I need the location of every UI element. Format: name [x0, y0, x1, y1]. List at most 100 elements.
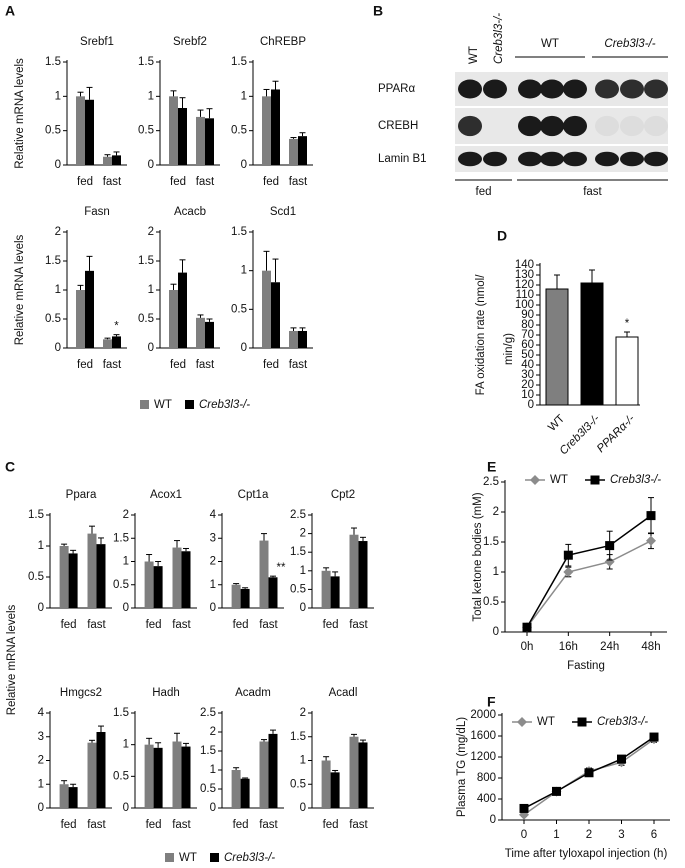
y-tick-label: 1 — [55, 90, 61, 102]
chart-title: Srebf2 — [173, 36, 207, 48]
bar — [349, 736, 359, 808]
panel-label: C — [5, 459, 15, 475]
y-tick-label: 1.5 — [231, 226, 247, 238]
x-tick-label: fast — [196, 359, 215, 371]
bar — [271, 89, 280, 165]
blot-band — [518, 79, 542, 99]
x-tick-label: fed — [323, 619, 339, 631]
bar — [76, 96, 85, 165]
legend-marker — [590, 475, 600, 485]
y-tick-label: 0.5 — [45, 313, 61, 325]
y-tick-label: 0.5 — [45, 125, 61, 137]
blot-band — [620, 115, 644, 137]
y-tick-label: 60 — [521, 339, 534, 351]
legend-label: WT — [179, 852, 197, 864]
bar — [181, 746, 191, 808]
group-label: Creb3l3-/- — [604, 38, 655, 50]
y-tick-label: 1 — [241, 265, 247, 277]
bar — [59, 546, 69, 608]
x-tick-label: fast — [349, 619, 368, 631]
bar — [76, 290, 85, 348]
x-tick-label: fast — [103, 359, 122, 371]
y-tick-label: 0.5 — [138, 125, 154, 137]
protein-label: Lamin B1 — [378, 153, 427, 165]
legend-marker — [517, 717, 527, 727]
bar — [240, 588, 250, 608]
legend-label: Creb3l3-/- — [199, 399, 250, 411]
legend-marker — [530, 475, 540, 485]
bar — [103, 339, 112, 348]
y-tick-label: 2000 — [470, 709, 496, 721]
legend-label: Creb3l3-/- — [610, 474, 661, 486]
lane-label: Creb3l3-/- — [493, 13, 505, 64]
bar — [96, 544, 106, 608]
bar — [59, 784, 69, 808]
bar — [298, 136, 307, 165]
y-tick-label: 0 — [148, 159, 154, 171]
blot-band — [563, 151, 587, 167]
y-axis-label: min/g) — [503, 333, 515, 365]
y-tick-label: 1.5 — [290, 546, 306, 558]
y-tick-label: 1.5 — [231, 56, 247, 68]
blot-band — [595, 151, 619, 167]
bar — [262, 96, 271, 165]
x-tick-label: fed — [146, 619, 162, 631]
bar — [172, 741, 182, 808]
y-tick-label: 1.5 — [28, 509, 44, 521]
panel-label: E — [487, 459, 496, 475]
y-tick-label: 400 — [477, 793, 496, 805]
y-tick-label: 1.5 — [45, 56, 61, 68]
chart-title: Scd1 — [270, 206, 296, 218]
legend-label: Creb3l3-/- — [224, 852, 275, 864]
bar — [87, 742, 97, 808]
condition-label: fed — [476, 186, 492, 198]
x-tick-label: fed — [170, 176, 186, 188]
protein-label: CREBH — [378, 120, 418, 132]
y-tick-label: 100 — [515, 299, 534, 311]
blot-band — [595, 79, 619, 99]
bar — [153, 747, 163, 808]
legend-label: Creb3l3-/- — [597, 716, 648, 728]
chart-title: Acadm — [235, 687, 271, 699]
x-tick-label: 16h — [559, 641, 578, 653]
legend-label: WT — [550, 474, 568, 486]
bar — [169, 290, 178, 348]
bar — [615, 336, 639, 406]
y-tick-label: 0 — [148, 342, 154, 354]
blot-band — [540, 115, 564, 137]
bar — [85, 270, 94, 348]
group-label: WT — [541, 38, 559, 50]
y-tick-label: 2 — [300, 528, 306, 540]
y-tick-label: 140 — [515, 259, 534, 271]
bar — [358, 541, 368, 608]
y-tick-label: 800 — [477, 772, 496, 784]
y-tick-label: 1 — [241, 90, 247, 102]
blot-band — [483, 151, 507, 167]
y-tick-label: 0 — [300, 602, 306, 614]
y-tick-label: 2.5 — [483, 476, 499, 488]
protein-label: PPARα — [378, 83, 415, 95]
bar — [68, 787, 78, 808]
blot-band — [644, 79, 668, 99]
legend-swatch — [140, 400, 149, 409]
y-tick-label: 2 — [493, 506, 499, 518]
y-tick-label: 1 — [55, 284, 61, 296]
bar — [96, 732, 106, 808]
y-tick-label: 2 — [210, 556, 216, 568]
y-tick-label: 0.5 — [231, 303, 247, 315]
panel-label: D — [497, 228, 507, 244]
x-tick-label: fed — [61, 819, 77, 831]
x-tick-label: fed — [233, 619, 249, 631]
y-axis-label: FA oxidation rate (nmol/ — [475, 274, 487, 396]
bar — [330, 772, 340, 808]
y-tick-label: 70 — [521, 329, 534, 341]
blot-band — [620, 151, 644, 167]
x-tick-label: fast — [289, 359, 308, 371]
blot-band — [644, 115, 668, 137]
bar — [153, 566, 163, 608]
blot-band — [518, 115, 542, 137]
blot-band — [483, 79, 507, 99]
legend-marker — [577, 717, 587, 727]
marker — [519, 803, 529, 813]
